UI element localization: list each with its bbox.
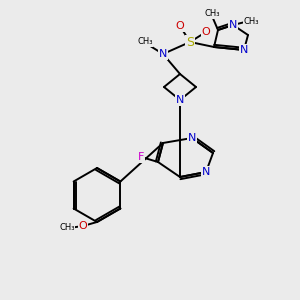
- Text: N: N: [159, 49, 167, 59]
- Text: N: N: [240, 45, 248, 55]
- Text: N: N: [188, 133, 196, 143]
- Text: O: O: [202, 27, 210, 37]
- Text: N: N: [202, 167, 210, 177]
- Text: O: O: [79, 221, 87, 231]
- Text: CH₃: CH₃: [204, 10, 220, 19]
- Text: S: S: [186, 35, 194, 49]
- Text: N: N: [176, 95, 184, 105]
- Text: CH₃: CH₃: [137, 38, 153, 46]
- Text: CH₃: CH₃: [243, 16, 259, 26]
- Text: F: F: [138, 152, 144, 162]
- Text: O: O: [176, 21, 184, 31]
- Text: CH₃: CH₃: [59, 224, 75, 232]
- Text: N: N: [229, 20, 237, 30]
